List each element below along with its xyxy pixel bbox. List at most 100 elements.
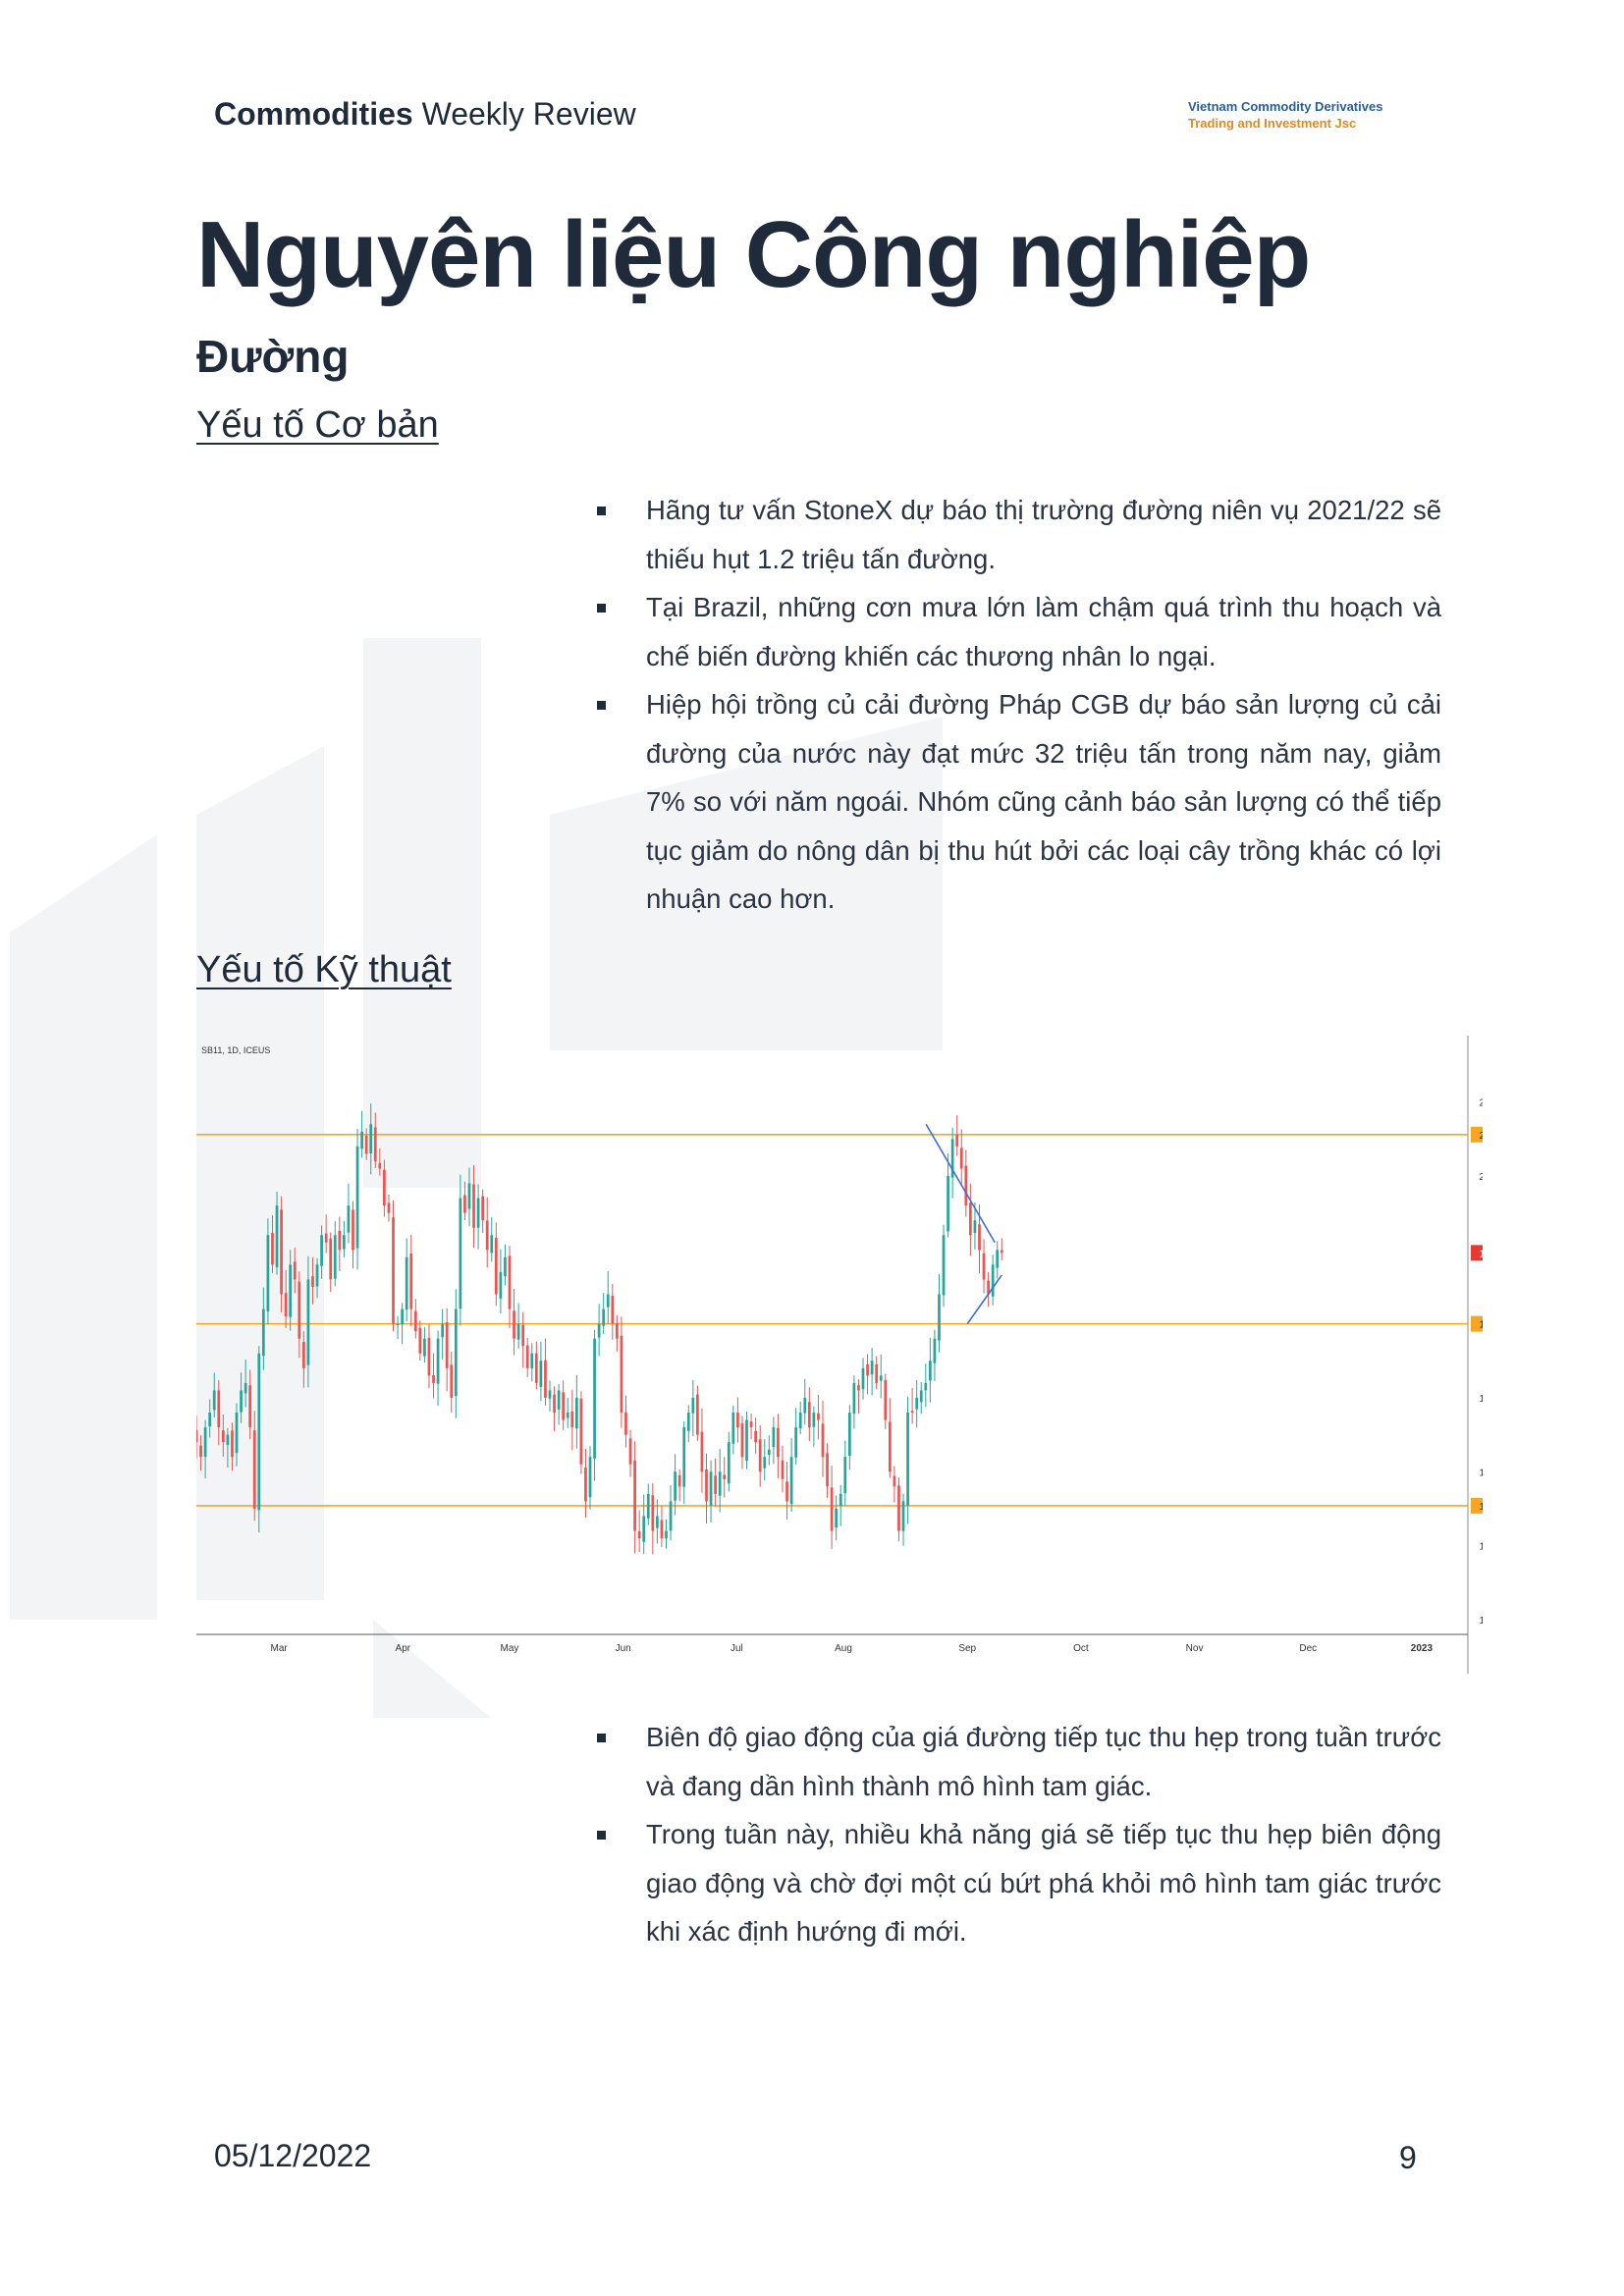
- candle-body: [432, 1375, 435, 1383]
- candle-body: [311, 1276, 314, 1287]
- candle-body: [611, 1296, 615, 1324]
- candle-body: [852, 1382, 856, 1415]
- candle-body: [302, 1342, 305, 1368]
- x-tick-label: Nov: [1186, 1643, 1204, 1654]
- level-price-tag: [1471, 1497, 1483, 1514]
- fundamentals-list: Hãng tư vấn StoneX dự báo thị trường đườ…: [597, 486, 1441, 924]
- candle-body: [450, 1364, 454, 1398]
- candle-body: [709, 1471, 713, 1506]
- candle-body: [494, 1237, 498, 1295]
- candle-body: [606, 1294, 610, 1308]
- last-price-tag: [1471, 1245, 1483, 1261]
- candle-body: [714, 1475, 717, 1494]
- y-tick-label: 20.00: [1479, 1172, 1483, 1183]
- candle-body: [534, 1353, 538, 1383]
- candle-body: [987, 1280, 990, 1295]
- candle-body: [906, 1413, 909, 1506]
- candle-body: [745, 1419, 748, 1462]
- candle-body: [257, 1353, 261, 1511]
- candle-body: [409, 1253, 413, 1309]
- candle-body: [651, 1495, 655, 1531]
- candle-body: [562, 1392, 566, 1420]
- footer-date: 05/12/2022: [214, 2138, 372, 2173]
- candle-body: [579, 1398, 583, 1465]
- y-tick-label: 18.00: [1479, 1468, 1483, 1478]
- x-tick-label: Oct: [1073, 1643, 1089, 1654]
- company-line-1: Vietnam Commodity Derivatives: [1188, 99, 1383, 114]
- candle-body: [383, 1169, 386, 1206]
- list-item: Trong tuần này, nhiều khả năng giá sẽ ti…: [597, 1810, 1441, 1956]
- candle-body: [924, 1382, 928, 1391]
- candle-body: [329, 1238, 333, 1280]
- x-tick-label: Jul: [731, 1643, 743, 1654]
- candle-body: [901, 1501, 905, 1531]
- x-tick-label: Mar: [271, 1643, 289, 1654]
- list-item: Tại Brazil, những cơn mưa lớn làm chậm q…: [597, 583, 1441, 680]
- candle-body: [682, 1427, 686, 1487]
- candle-body: [217, 1390, 221, 1428]
- level-price-tag: [1471, 1315, 1483, 1332]
- candle-body: [271, 1232, 274, 1265]
- candle-body: [950, 1139, 954, 1178]
- y-tick-label: 17.50: [1479, 1542, 1483, 1553]
- candle-body: [513, 1310, 515, 1339]
- candle-body: [955, 1134, 959, 1147]
- technical-heading: Yếu tố Kỹ thuật: [196, 949, 452, 990]
- candle-body: [373, 1127, 377, 1161]
- candle-body: [772, 1427, 776, 1448]
- candle-body: [727, 1442, 731, 1484]
- candle-body: [530, 1353, 534, 1368]
- candle-body: [387, 1202, 391, 1213]
- candle-body: [557, 1390, 561, 1410]
- candle-body: [597, 1323, 601, 1338]
- candle-body: [352, 1209, 354, 1251]
- candle-body: [602, 1308, 606, 1326]
- candle-body: [879, 1375, 883, 1381]
- x-tick-label: Aug: [835, 1643, 852, 1654]
- candle-body: [677, 1474, 681, 1487]
- candle-body: [584, 1468, 587, 1502]
- candle-body: [777, 1427, 780, 1458]
- candle-body: [839, 1493, 842, 1507]
- candle-body: [754, 1430, 758, 1443]
- candle-body: [973, 1220, 977, 1234]
- candle-body: [472, 1184, 475, 1228]
- candle-body: [275, 1205, 279, 1267]
- candle-body: [624, 1412, 627, 1435]
- x-tick-label: Sep: [958, 1643, 976, 1654]
- candle-body: [544, 1360, 547, 1398]
- candle-body: [633, 1460, 636, 1531]
- chart-symbol-label: SB11, 1D, ICEUS: [201, 1045, 270, 1055]
- candle-body: [441, 1323, 445, 1338]
- candle-body: [315, 1264, 319, 1287]
- candle-body: [240, 1390, 243, 1413]
- candle-body: [235, 1413, 239, 1454]
- company-logo: Vietnam Commodity Derivatives Trading an…: [1188, 98, 1382, 132]
- candle-body: [705, 1469, 708, 1502]
- candle-body: [1000, 1250, 1003, 1254]
- page-title: Nguyên liệu Công nghiệp: [196, 202, 1311, 307]
- bullet-square-icon: [597, 604, 606, 613]
- candle-body: [696, 1394, 699, 1435]
- candle-body: [244, 1382, 247, 1394]
- x-tick-label: Dec: [1299, 1643, 1317, 1654]
- candle-body: [369, 1124, 373, 1154]
- candle-body: [660, 1520, 664, 1539]
- level-price-label: 20.28: [1479, 1131, 1483, 1142]
- candle-body: [947, 1175, 949, 1232]
- list-item: Biên độ giao động của giá đường tiếp tục…: [597, 1713, 1441, 1810]
- candle-body: [969, 1202, 972, 1236]
- candle-body: [740, 1423, 744, 1458]
- candle-body: [463, 1195, 466, 1213]
- candle-body: [615, 1323, 619, 1339]
- candle-body: [427, 1337, 431, 1376]
- candle-body: [847, 1413, 851, 1457]
- candle-body: [749, 1421, 753, 1428]
- candle-body: [781, 1460, 785, 1479]
- candle-body: [812, 1413, 816, 1427]
- candle-body: [933, 1338, 937, 1363]
- candle-body: [893, 1475, 896, 1487]
- candle-body: [835, 1508, 839, 1528]
- bullet-square-icon: [597, 507, 606, 515]
- candle-body: [642, 1516, 646, 1542]
